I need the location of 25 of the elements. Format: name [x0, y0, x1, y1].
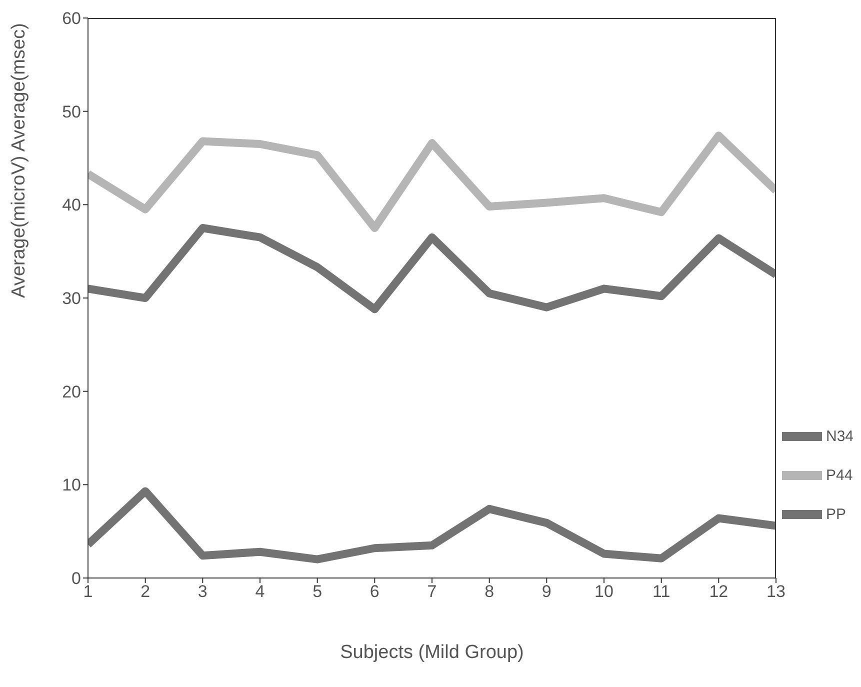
y-tick-label: 40: [62, 196, 81, 215]
x-tick-label: 10: [594, 582, 614, 602]
x-tick-label: 12: [709, 582, 728, 602]
x-tick-label: 2: [140, 582, 150, 602]
y-tick-label: 0: [72, 569, 81, 588]
x-tick-label: 5: [312, 582, 322, 602]
y-tick-label: 20: [62, 382, 81, 402]
legend-label: PP: [826, 506, 846, 523]
legend-label: P44: [826, 467, 853, 484]
x-tick-label: 7: [427, 582, 437, 602]
x-tick-label: 1: [83, 582, 93, 602]
x-tick-label: 6: [370, 582, 380, 602]
x-tick-label: 9: [542, 582, 552, 602]
x-axis-title: Subjects (Mild Group): [340, 642, 524, 663]
x-tick-label: 4: [255, 582, 265, 602]
y-tick-label: 50: [62, 102, 81, 122]
x-tick-label: 3: [198, 582, 208, 602]
legend-label: N34: [826, 428, 854, 445]
y-axis-title: Average(microV) Average(msec): [8, 23, 30, 298]
x-tick-label: 11: [652, 582, 670, 602]
x-tick-label: 8: [484, 582, 494, 602]
y-tick-label: 30: [62, 289, 81, 308]
y-tick-label: 60: [62, 9, 81, 28]
y-tick-label: 10: [62, 476, 81, 495]
x-tick-label: 13: [766, 582, 786, 602]
